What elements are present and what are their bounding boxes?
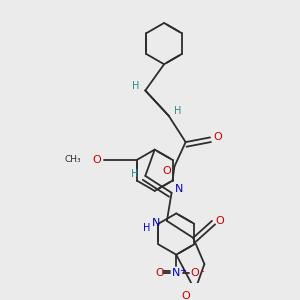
Text: H: H — [131, 169, 139, 179]
Text: O: O — [155, 268, 164, 278]
Text: O: O — [213, 132, 222, 142]
Text: O: O — [92, 155, 101, 165]
Text: O: O — [215, 216, 224, 226]
Text: H: H — [132, 81, 140, 91]
Text: O: O — [181, 291, 190, 300]
Text: N: N — [152, 218, 160, 228]
Text: O: O — [191, 268, 200, 278]
Text: +: + — [179, 266, 186, 275]
Text: N: N — [172, 268, 181, 278]
Text: CH₃: CH₃ — [65, 155, 82, 164]
Text: O: O — [163, 166, 171, 176]
Text: H: H — [142, 224, 150, 233]
Text: N: N — [175, 184, 183, 194]
Text: -: - — [201, 266, 204, 276]
Text: H: H — [175, 106, 182, 116]
